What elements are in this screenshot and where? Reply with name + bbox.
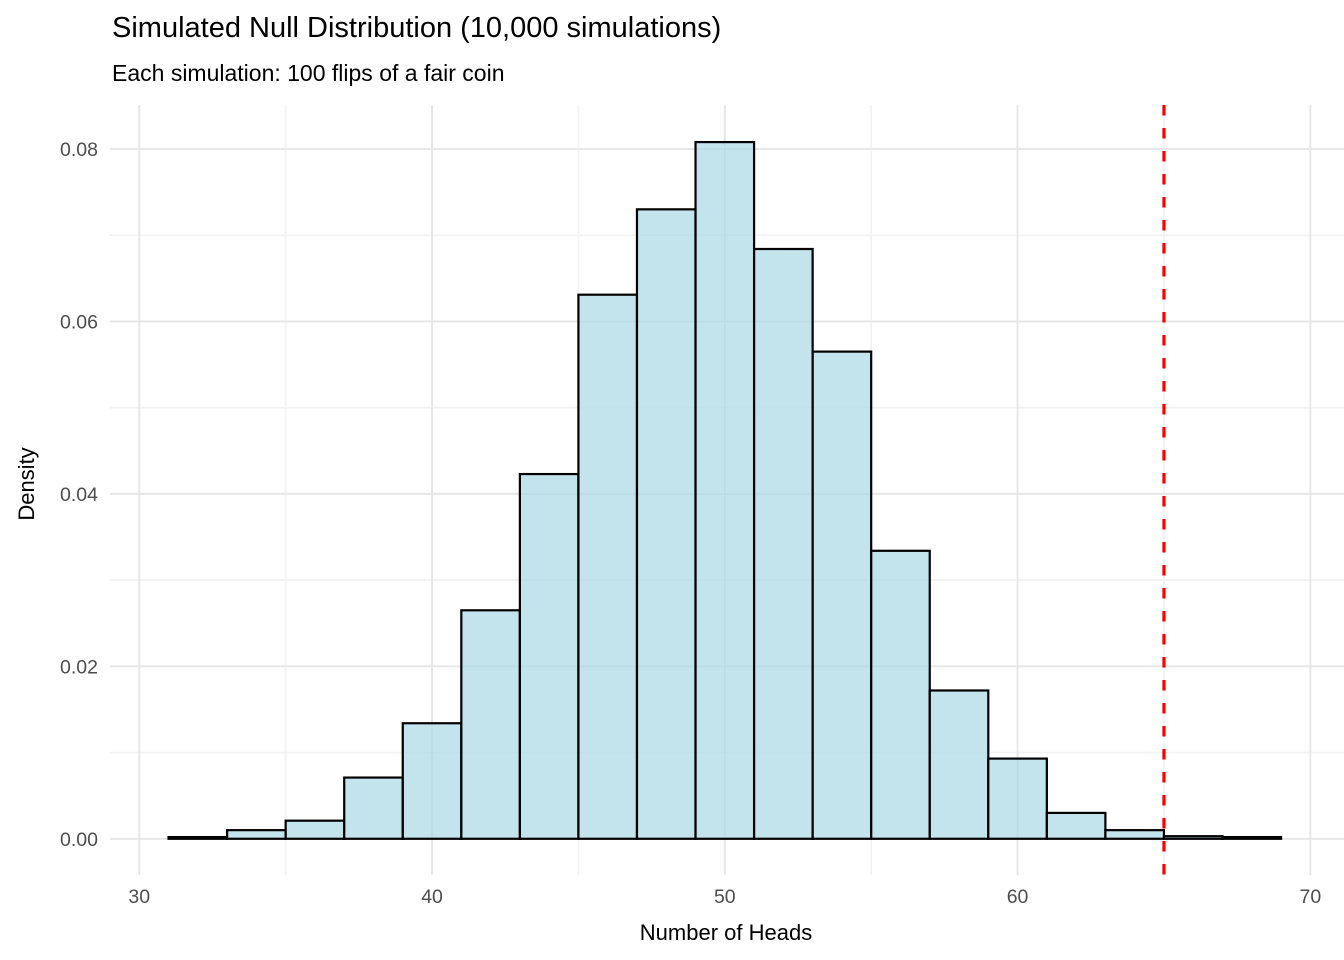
histogram-bar	[343, 776, 404, 840]
histogram-bar	[987, 757, 1048, 840]
histogram-bar	[460, 609, 521, 840]
histogram-bar	[811, 350, 873, 840]
histogram-bar	[694, 140, 756, 840]
y-tick-label: 0.08	[60, 139, 98, 161]
x-tick-label: 60	[1007, 886, 1029, 908]
histogram-bar	[401, 722, 463, 840]
histogram-bar	[1104, 829, 1166, 840]
chart-title: Simulated Null Distribution (10,000 simu…	[112, 12, 722, 44]
y-tick-label: 0.02	[60, 656, 98, 678]
histogram-bar	[226, 829, 287, 840]
y-tick-label: 0.04	[60, 484, 98, 506]
x-tick-label: 30	[128, 886, 150, 908]
chart-subtitle: Each simulation: 100 flips of a fair coi…	[112, 60, 505, 86]
histogram-bar	[928, 689, 990, 840]
histogram-bar	[1045, 811, 1107, 840]
y-axis-title: Density	[14, 447, 39, 520]
axis-labels-layer: 30 40 50 60 70 0.00 0.02 0.04 0.06 0.08	[60, 139, 1321, 908]
x-tick-label: 50	[714, 886, 736, 908]
histogram-bar	[635, 208, 697, 840]
histogram-bar	[577, 293, 639, 840]
x-axis-title: Number of Heads	[640, 920, 812, 945]
histogram-bar	[518, 472, 580, 840]
bar-layer	[167, 140, 1283, 840]
x-tick-label: 70	[1299, 886, 1321, 908]
histogram-bar	[752, 247, 814, 840]
histogram-bar	[167, 835, 229, 840]
histogram-bar	[1221, 835, 1283, 840]
histogram-bar	[1162, 835, 1224, 840]
histogram-bar	[284, 819, 346, 840]
y-tick-label: 0.06	[60, 311, 98, 333]
y-tick-label: 0.00	[60, 829, 98, 851]
x-tick-label: 40	[421, 886, 443, 908]
histogram-bar	[870, 549, 931, 840]
